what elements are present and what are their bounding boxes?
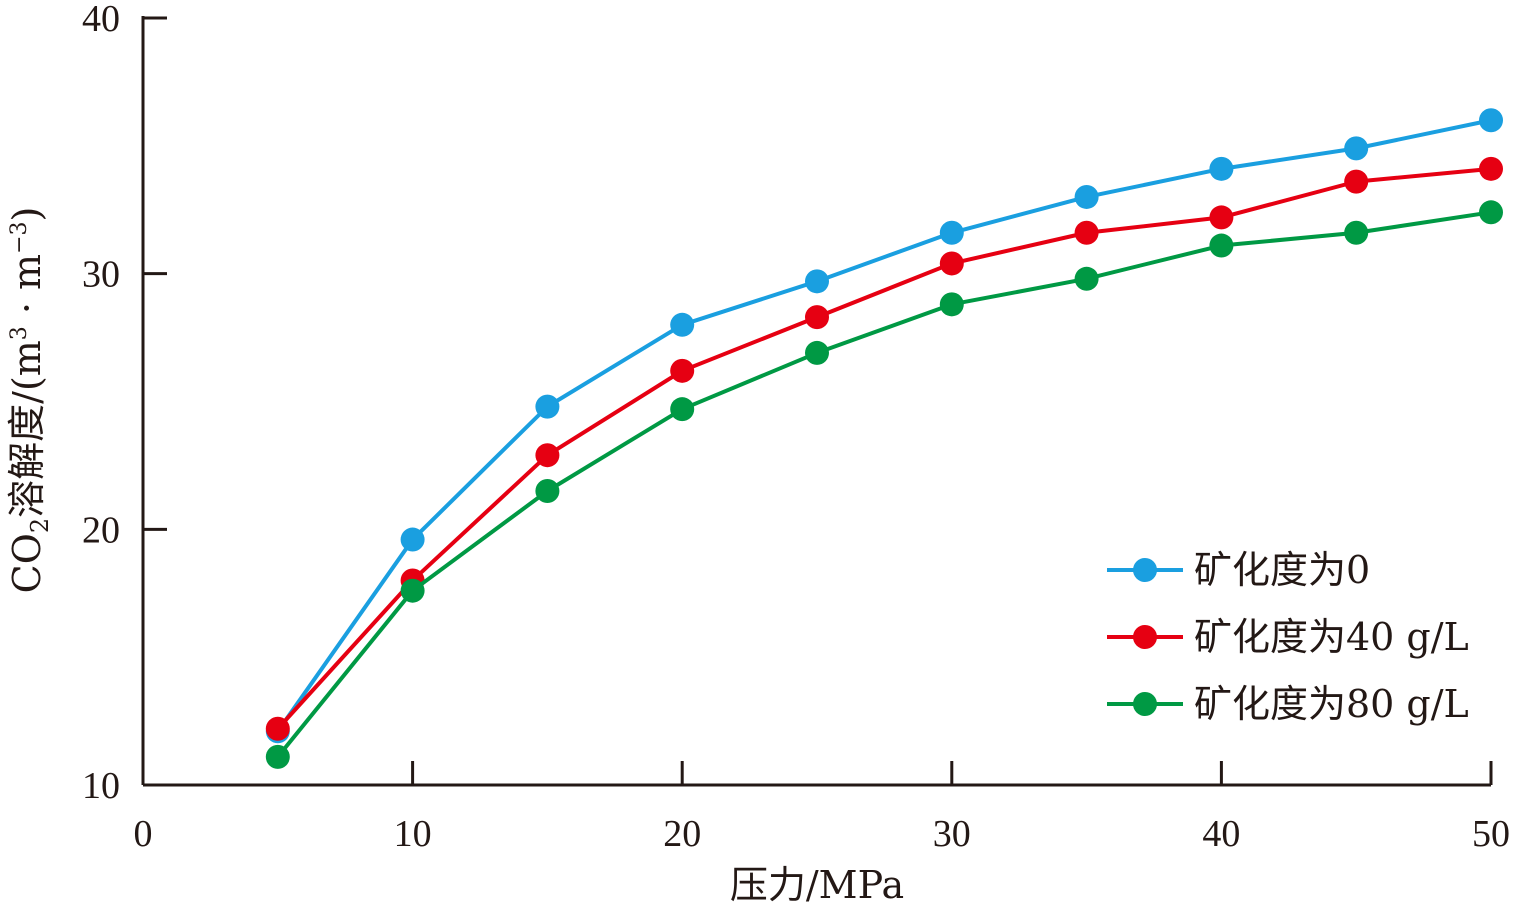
x-tick-label: 10 [394, 813, 432, 855]
legend-label: 矿化度为0 [1194, 548, 1370, 592]
x-tick-label: 30 [933, 813, 971, 855]
y-axis-title-prefix: CO [5, 533, 49, 593]
legend-item-2: 矿化度为80 g/L [1107, 682, 1469, 726]
y-axis-title-middle: 溶解度/(m [5, 340, 49, 518]
x-tick-label: 50 [1472, 813, 1510, 855]
data-point [670, 358, 695, 383]
legend: 矿化度为0 矿化度为40 g/L 矿化度为80 g/L [1107, 548, 1469, 726]
legend-swatch-marker [1133, 558, 1157, 582]
series-line-2 [276, 210, 1492, 759]
y-axis-title-sup1: 3 [7, 326, 32, 340]
data-point [670, 312, 695, 337]
data-point [1479, 200, 1503, 225]
y-axis-title-subscript: 2 [26, 518, 54, 533]
y-tick-label: 30 [82, 254, 120, 296]
data-point [1479, 108, 1503, 133]
data-point [535, 394, 560, 419]
data-point [1074, 184, 1099, 209]
data-point [1344, 169, 1369, 194]
x-tick-label: 40 [1202, 813, 1240, 855]
data-point [939, 251, 964, 276]
legend-label: 矿化度为80 g/L [1194, 682, 1469, 726]
ticks: 0 10 20 30 40 50 10 20 30 40 [82, 0, 1510, 855]
legend-item-0: 矿化度为0 [1107, 548, 1370, 592]
data-point [1209, 233, 1234, 258]
data-point [1209, 156, 1234, 181]
series-line-0 [276, 118, 1492, 733]
y-tick-label: 10 [82, 765, 120, 807]
legend-label: 矿化度为40 g/L [1194, 615, 1469, 659]
data-point [1209, 205, 1234, 230]
legend-swatch-marker [1133, 692, 1157, 716]
x-tick-label: 20 [663, 813, 701, 855]
y-axis-title: CO2溶解度/(m3 · m−3) [5, 207, 54, 594]
y-axis-title-sup2: −3 [7, 221, 32, 253]
data-point [535, 478, 560, 503]
data-point [939, 220, 964, 245]
y-tick-label: 20 [82, 509, 120, 551]
data-point [400, 527, 425, 552]
series-line-1 [276, 166, 1492, 731]
data-point [1344, 136, 1369, 161]
y-axis-title-suffix: ) [5, 207, 49, 222]
data-point [1479, 156, 1503, 181]
legend-swatch-marker [1133, 625, 1157, 649]
axes [141, 16, 1491, 787]
data-point [805, 340, 829, 365]
series-layer [265, 108, 1503, 769]
data-point [805, 305, 829, 330]
data-point [939, 292, 964, 317]
data-point [670, 397, 695, 422]
y-axis-title-dot: · m [5, 254, 49, 326]
data-point [1074, 220, 1099, 245]
data-point [400, 578, 425, 603]
x-axis-title: 压力/MPa [730, 863, 904, 907]
series-2 [265, 200, 1503, 769]
data-point [535, 443, 560, 468]
data-point [265, 716, 290, 741]
data-point [1074, 266, 1099, 291]
y-tick-label: 40 [82, 0, 120, 40]
data-point [265, 744, 290, 769]
data-point [805, 269, 829, 294]
legend-item-1: 矿化度为40 g/L [1107, 615, 1469, 659]
x-tick-label: 0 [134, 813, 153, 855]
data-point [1344, 220, 1369, 245]
